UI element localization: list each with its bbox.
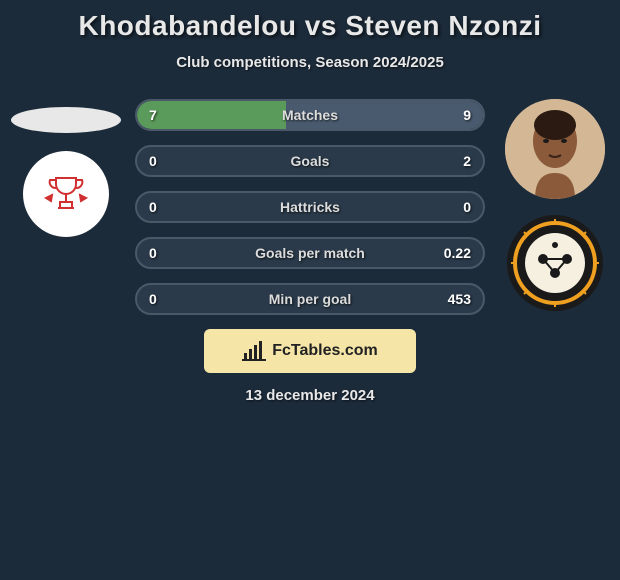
player1-avatar-placeholder <box>11 107 121 133</box>
stat-value-left: 0 <box>149 245 157 261</box>
stats-table: 7 Matches 9 0 Goals 2 0 Hattricks 0 <box>135 99 485 315</box>
stat-row: 7 Matches 9 <box>135 99 485 131</box>
stat-label: Goals per match <box>255 245 365 261</box>
stat-label: Hattricks <box>280 199 340 215</box>
stat-label: Min per goal <box>269 291 351 307</box>
stat-row: 0 Hattricks 0 <box>135 191 485 223</box>
stat-label: Goals <box>291 153 330 169</box>
date-text: 13 december 2024 <box>0 387 620 404</box>
content-area: 7 Matches 9 0 Goals 2 0 Hattricks 0 <box>0 99 620 404</box>
stat-value-right: 2 <box>463 153 471 169</box>
page-title: Khodabandelou vs Steven Nzonzi <box>0 10 620 42</box>
player1-club-logo <box>23 151 109 237</box>
stat-value-right: 453 <box>448 291 471 307</box>
page-subtitle: Club competitions, Season 2024/2025 <box>0 54 620 71</box>
player2-club-logo <box>507 215 603 311</box>
stat-value-left: 7 <box>149 107 157 123</box>
bar-chart-icon <box>242 341 266 361</box>
trophy-icon <box>36 164 96 224</box>
stat-value-left: 0 <box>149 291 157 307</box>
stat-label: Matches <box>282 107 338 123</box>
club-badge-icon <box>507 215 603 311</box>
stat-value-left: 0 <box>149 199 157 215</box>
stat-value-right: 0 <box>463 199 471 215</box>
branding-text: FcTables.com <box>272 342 378 360</box>
player1-column <box>8 99 123 251</box>
player2-column <box>497 99 612 325</box>
player-portrait-icon <box>505 99 605 199</box>
stat-value-right: 9 <box>463 107 471 123</box>
branding-badge: FcTables.com <box>204 329 416 373</box>
comparison-card: Khodabandelou vs Steven Nzonzi Club comp… <box>0 0 620 404</box>
stat-value-right: 0.22 <box>444 245 471 261</box>
stat-row: 0 Goals per match 0.22 <box>135 237 485 269</box>
stat-row: 0 Goals 2 <box>135 145 485 177</box>
stat-bar-left <box>137 101 286 129</box>
stat-value-left: 0 <box>149 153 157 169</box>
player2-avatar <box>505 99 605 199</box>
stat-row: 0 Min per goal 453 <box>135 283 485 315</box>
